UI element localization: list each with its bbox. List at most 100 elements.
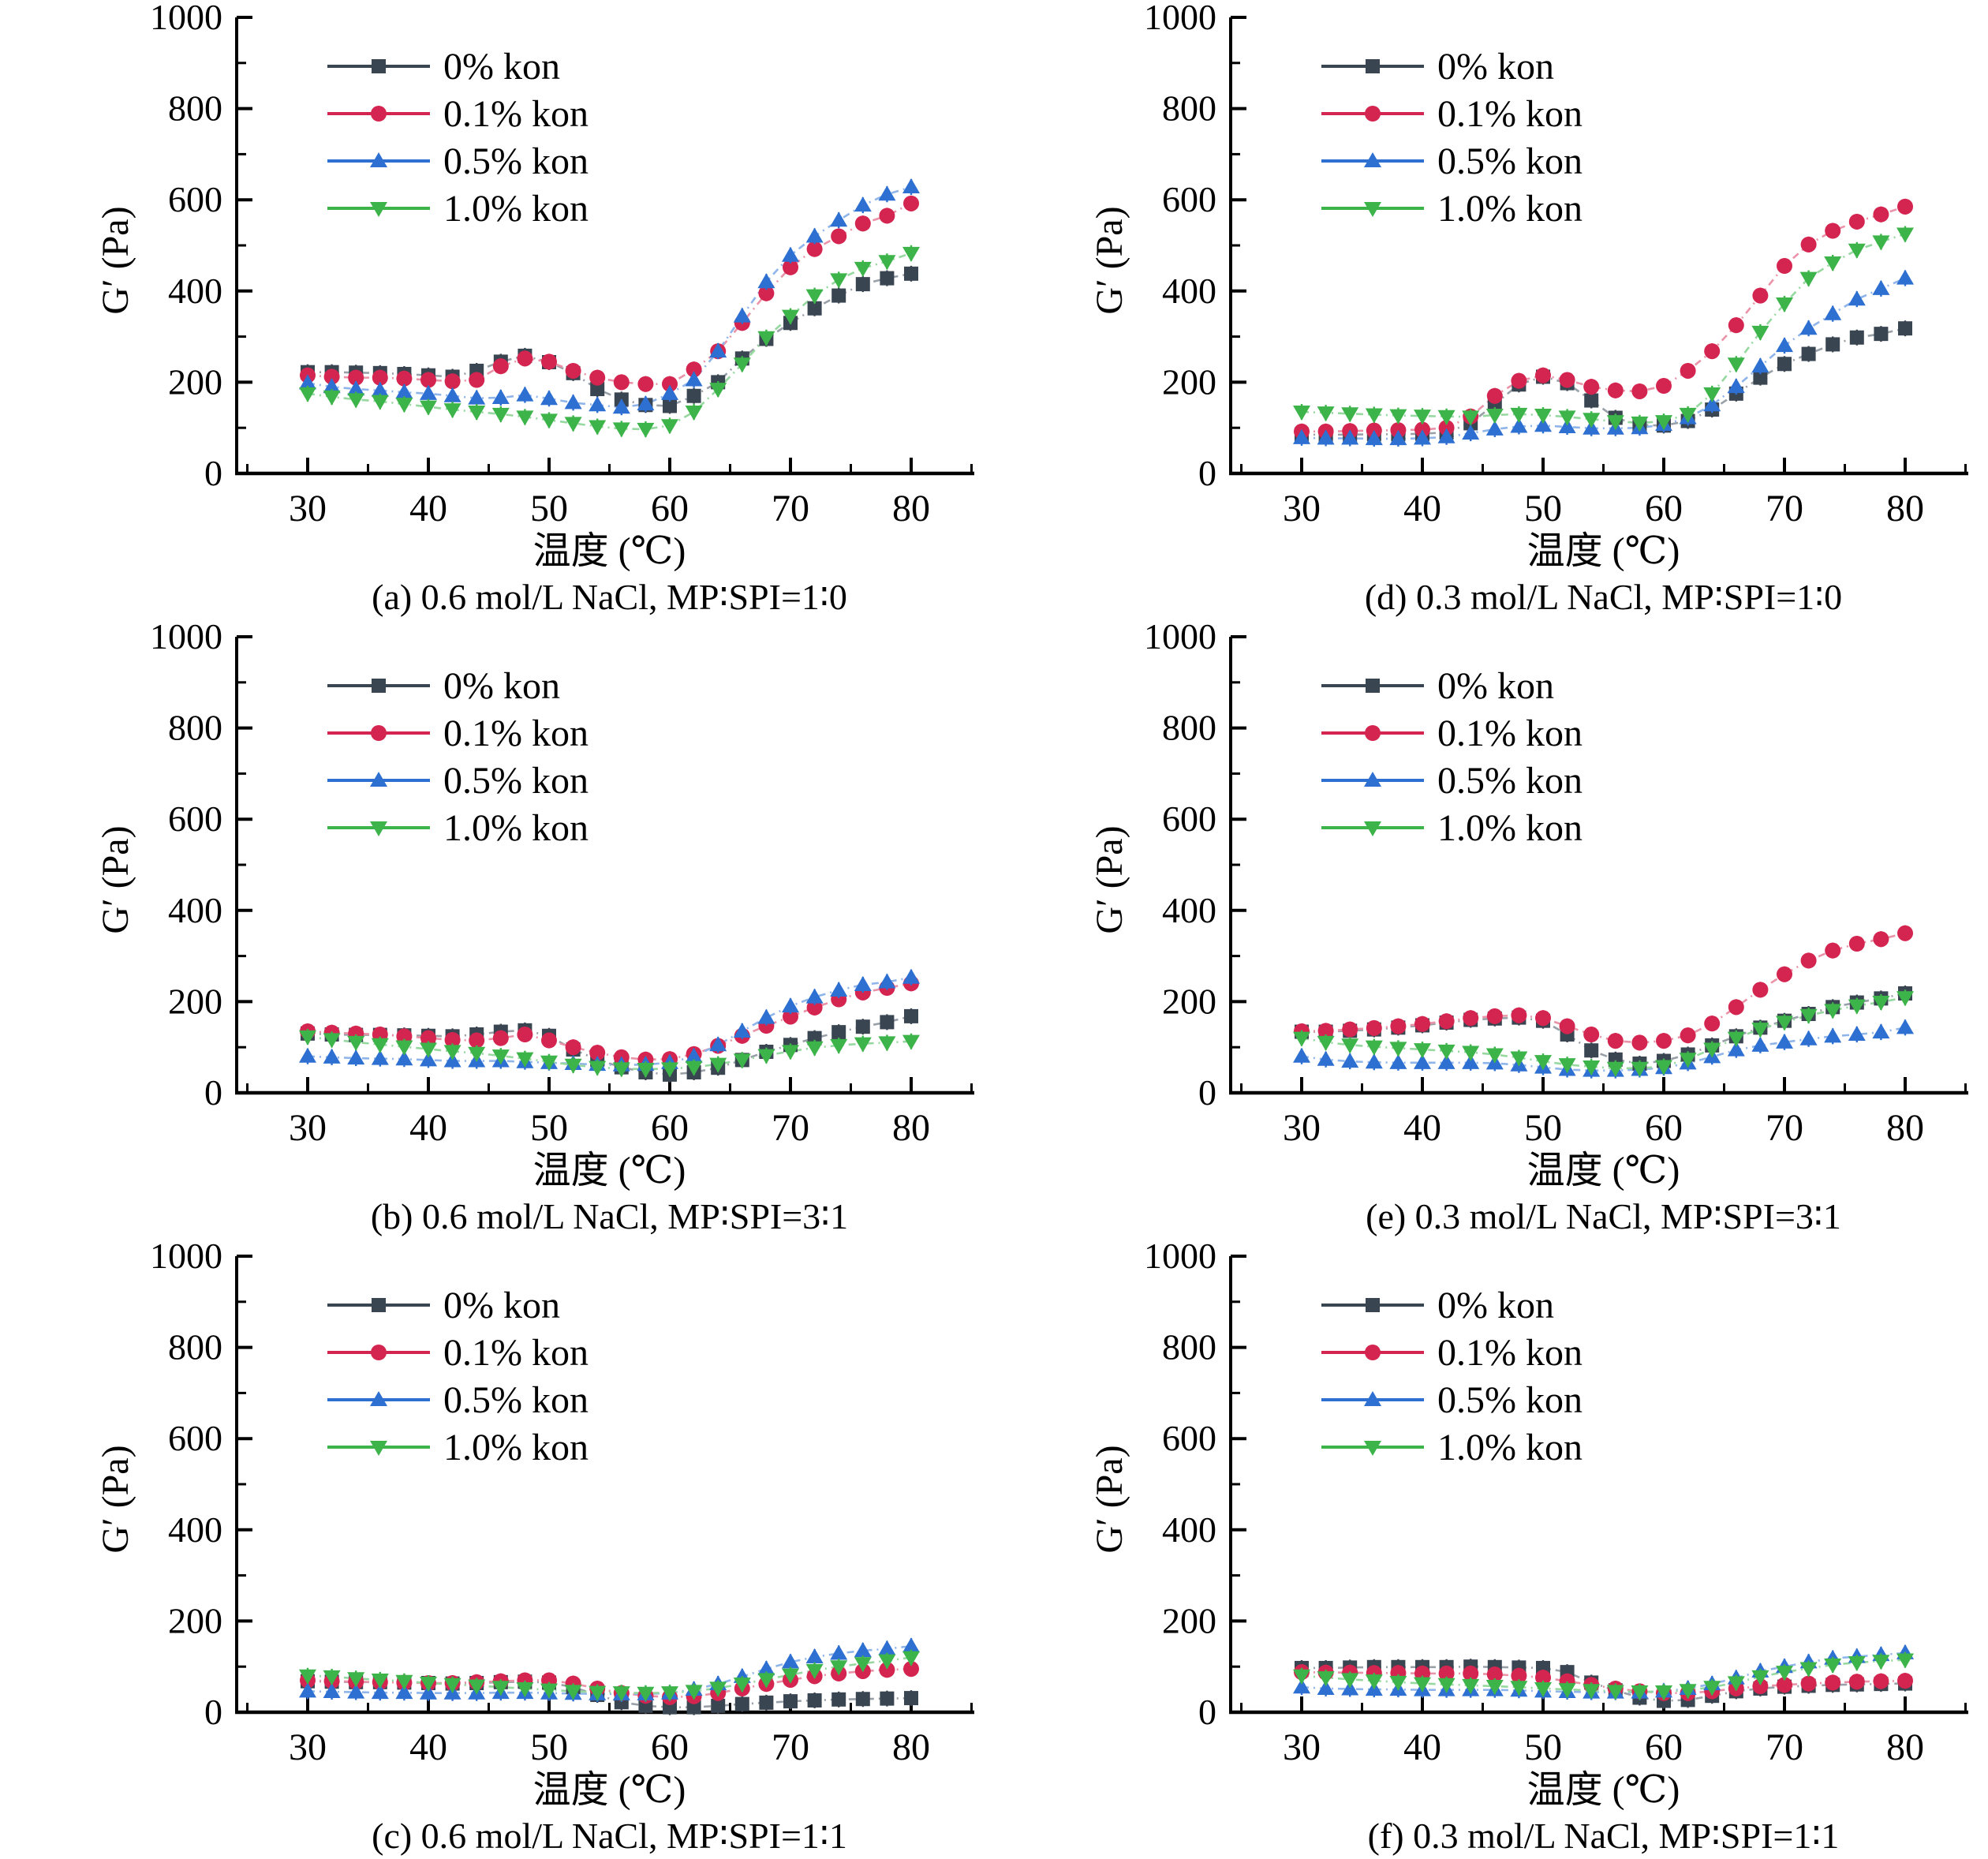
data-point-marker: [709, 1057, 727, 1073]
data-point-marker: [1825, 1674, 1841, 1691]
data-point-marker: [878, 973, 896, 989]
data-point-marker: [1293, 405, 1310, 421]
chart-c: 0 200 400 600 800 1000 30 40 50 60 70 80 G′ (Pa) 温度 (…: [95, 1239, 974, 1856]
data-point-marker: [1462, 410, 1480, 426]
legend-marker-triangle-down: [370, 1441, 387, 1456]
data-point-marker: [347, 380, 365, 396]
legend-marker-triangle-down: [1364, 202, 1381, 217]
data-point-marker: [637, 422, 655, 438]
y-tick-label: 800: [1162, 88, 1216, 129]
x-tick-label: 80: [892, 1107, 930, 1149]
data-point-marker: [444, 1031, 461, 1048]
y-tick-label: 1000: [1144, 619, 1216, 656]
data-point-marker: [491, 407, 510, 423]
data-point-marker: [880, 1015, 895, 1030]
x-axis-title: 温度 (℃): [533, 1150, 686, 1191]
data-point-marker: [395, 1674, 413, 1690]
data-point-marker: [1463, 1010, 1479, 1027]
data-point-marker: [420, 1684, 437, 1700]
data-point-marker: [1463, 1665, 1479, 1681]
series-line-0% kon: [1302, 327, 1906, 436]
data-point-marker: [757, 1660, 775, 1676]
data-point-marker: [1535, 1010, 1551, 1027]
data-point-marker: [540, 413, 558, 429]
data-point-marker: [1631, 416, 1649, 432]
data-point-marker: [709, 1681, 727, 1697]
legend-item-0.1% kon: 0.1% kon: [1321, 93, 1583, 135]
data-point-marker: [1437, 410, 1456, 425]
data-point-marker: [1462, 1045, 1480, 1061]
data-point-marker: [1751, 1036, 1769, 1052]
data-point-marker: [757, 1008, 775, 1024]
data-point-marker: [1752, 982, 1769, 998]
x-tick-label: 50: [1524, 1107, 1562, 1149]
data-point-marker: [420, 1030, 436, 1046]
data-point-marker: [1704, 1016, 1721, 1032]
legend-item-0% kon: 0% kon: [1321, 665, 1554, 707]
series-line-1.0% kon: [307, 1656, 912, 1695]
data-point-marker: [491, 389, 510, 405]
y-tick-label: 200: [1162, 981, 1216, 1021]
data-point-marker: [854, 1641, 872, 1657]
data-point-marker: [782, 246, 799, 262]
data-point-marker: [1656, 1033, 1672, 1049]
data-point-marker: [1534, 409, 1552, 425]
y-axis-title: G′ (Pa): [1089, 1445, 1130, 1553]
data-point-marker: [396, 1028, 413, 1045]
legend-label: 0.5% kon: [1437, 140, 1583, 182]
x-tick-label: 50: [530, 1107, 568, 1149]
data-point-marker: [1777, 357, 1792, 372]
data-point-marker: [854, 976, 872, 992]
data-point-marker: [661, 1686, 678, 1702]
legend-label: 0% kon: [443, 46, 560, 88]
plot-e: 0 200 400 600 800 1000 30 40 50 60 70 80 G′ (Pa) 温度 (…: [1089, 619, 1968, 1236]
data-point-marker: [709, 342, 727, 358]
data-point-marker: [878, 1036, 896, 1052]
data-point-marker: [685, 1047, 703, 1063]
data-point-marker: [782, 1668, 799, 1684]
series-markers-1.0% kon: [299, 1028, 920, 1078]
legend-label: 0.5% kon: [1437, 1379, 1583, 1421]
data-point-marker: [1389, 1053, 1407, 1069]
data-point-marker: [1558, 418, 1576, 434]
data-point-marker: [1511, 1667, 1527, 1684]
x-tick-label: 40: [409, 1107, 447, 1149]
series-markers-0% kon: [1295, 320, 1912, 443]
data-point-marker: [1365, 408, 1383, 424]
data-point-marker: [1606, 1685, 1624, 1700]
data-point-marker: [612, 1062, 630, 1078]
x-tick-label: 70: [772, 488, 809, 529]
series-markers-0.1% kon: [300, 975, 919, 1068]
data-point-marker: [1824, 1658, 1842, 1674]
data-point-marker: [854, 196, 872, 212]
data-point-marker: [1751, 1670, 1769, 1685]
plot-f: 0 200 400 600 800 1000 30 40 50 60 70 80 G′ (Pa) 温度 (…: [1089, 1239, 1968, 1856]
data-point-marker: [1848, 999, 1866, 1015]
data-point-marker: [1414, 429, 1431, 445]
series-markers-0.1% kon: [1294, 925, 1913, 1051]
data-point-marker: [299, 1047, 316, 1063]
series-line-1.0% kon: [1301, 233, 1906, 425]
data-point-marker: [565, 362, 581, 379]
data-point-marker: [1801, 346, 1816, 361]
series-markers-0.5% kon: [299, 968, 920, 1073]
data-point-marker: [1341, 1038, 1359, 1054]
x-tick-label: 50: [1524, 1726, 1562, 1768]
data-point-marker: [1462, 425, 1480, 440]
data-point-marker: [1800, 1675, 1817, 1692]
plot-a: 0 200 400 600 800 1000 30 40 50 60 70 80 G′ (Pa) 温度 (…: [95, 0, 974, 617]
legend: 0% kon 0.1% kon 0.5% kon 1.0% kon: [1321, 665, 1583, 849]
data-point-marker: [661, 384, 678, 400]
data-point-marker: [612, 398, 630, 414]
data-point-marker: [371, 1049, 389, 1065]
legend-item-1.0% kon: 1.0% kon: [1321, 807, 1583, 849]
y-tick-label: 0: [204, 1692, 222, 1732]
data-point-marker: [1438, 1665, 1455, 1681]
data-point-marker: [685, 405, 703, 421]
data-point-marker: [443, 387, 462, 402]
data-point-marker: [637, 395, 655, 411]
data-point-marker: [637, 1686, 655, 1702]
data-point-marker: [1655, 1685, 1672, 1700]
legend-label: 1.0% kon: [443, 1427, 589, 1468]
data-point-marker: [468, 1679, 486, 1695]
